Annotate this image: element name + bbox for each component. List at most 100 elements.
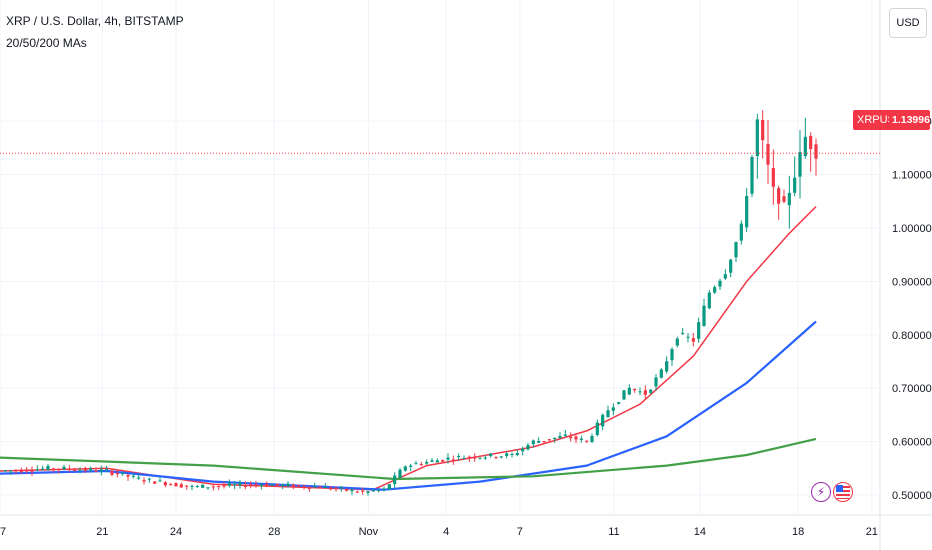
- candle: [526, 442, 530, 451]
- candle: [606, 405, 610, 418]
- candle: [169, 483, 173, 486]
- candle: [206, 487, 210, 490]
- candle: [131, 473, 135, 479]
- candle: [67, 465, 71, 473]
- candle: [393, 472, 397, 488]
- currency-button[interactable]: USD: [889, 8, 927, 38]
- candle: [41, 465, 45, 471]
- candle: [809, 132, 813, 172]
- ma50-line: [0, 320, 817, 491]
- candle: [510, 452, 514, 458]
- candle: [46, 464, 50, 471]
- candle: [691, 333, 695, 347]
- y-tick-label: 0.80000: [892, 330, 932, 342]
- last-price-tag: 1.13996: [889, 110, 930, 130]
- us-flag-icon[interactable]: [833, 482, 853, 502]
- candle: [281, 483, 285, 490]
- candle: [793, 156, 797, 197]
- candle: [521, 446, 525, 456]
- candle: [382, 486, 386, 492]
- y-tick-label: 0.70000: [892, 383, 932, 395]
- candle: [435, 458, 439, 463]
- candle: [638, 387, 642, 396]
- candle: [649, 388, 653, 395]
- candle: [297, 484, 301, 487]
- candle: [537, 437, 541, 444]
- ma200-line: [0, 437, 817, 481]
- lightning-icon[interactable]: ⚡: [811, 482, 831, 502]
- candle: [590, 433, 594, 444]
- candle: [595, 419, 599, 437]
- candle: [547, 439, 551, 443]
- candle: [51, 467, 55, 473]
- candle: [654, 374, 658, 391]
- candle: [563, 429, 567, 437]
- candle: [729, 258, 733, 278]
- x-tick-label: Nov: [359, 526, 379, 538]
- candle: [782, 189, 786, 204]
- x-tick-label: 21: [866, 526, 878, 538]
- candle: [147, 477, 151, 483]
- candle: [222, 481, 226, 489]
- candles: [3, 110, 818, 496]
- candle: [19, 467, 23, 474]
- candle: [579, 435, 583, 443]
- y-tick-label: 0.50000: [892, 490, 932, 502]
- candle: [350, 487, 354, 496]
- price-axis[interactable]: 1.200001.100001.000000.900000.800000.700…: [892, 116, 932, 502]
- candle: [361, 487, 365, 495]
- candle: [9, 470, 13, 475]
- candle: [339, 485, 343, 492]
- candle: [681, 328, 685, 335]
- candle: [126, 474, 130, 481]
- x-tick-label: 4: [443, 526, 449, 538]
- candle: [25, 466, 29, 474]
- candle: [718, 278, 722, 291]
- candle: [542, 441, 546, 444]
- candle: [446, 453, 450, 464]
- candle: [307, 486, 311, 492]
- candle: [345, 488, 349, 492]
- candle: [174, 482, 178, 487]
- candle: [238, 479, 242, 489]
- candle: [803, 117, 807, 159]
- x-tick-label: 18: [792, 526, 804, 538]
- candle: [99, 465, 103, 476]
- x-tick-label: 28: [268, 526, 280, 538]
- x-tick-label: 17: [0, 526, 6, 538]
- symbol-title[interactable]: XRP / U.S. Dollar, 4h, BITSTAMP: [6, 14, 184, 28]
- candle: [457, 453, 461, 461]
- candle: [409, 463, 413, 472]
- candle: [185, 485, 189, 490]
- candle: [659, 368, 663, 379]
- candle: [142, 477, 146, 485]
- candle: [227, 479, 231, 488]
- candle: [286, 481, 290, 488]
- candle: [313, 482, 317, 488]
- candle: [158, 476, 162, 482]
- candle: [110, 469, 114, 477]
- candle: [377, 489, 381, 493]
- candle: [243, 481, 247, 490]
- x-tick-label: 14: [694, 526, 706, 538]
- candle: [265, 481, 269, 488]
- candle: [318, 485, 322, 489]
- candle: [478, 457, 482, 460]
- candle: [355, 490, 359, 494]
- indicator-label[interactable]: 20/50/200 MAs: [6, 36, 87, 50]
- candle: [553, 437, 557, 443]
- candle: [211, 484, 215, 491]
- candle: [499, 455, 503, 459]
- candle: [30, 466, 34, 476]
- candle: [723, 269, 727, 280]
- y-tick-label: 1.00000: [892, 223, 932, 235]
- candle: [622, 390, 626, 400]
- time-axis[interactable]: 17 21 24 28 Nov 4 7 11 14 18 21: [0, 526, 878, 538]
- ma20-line: [0, 206, 817, 491]
- candle: [569, 432, 573, 442]
- candle: [94, 467, 98, 473]
- candle: [643, 385, 647, 399]
- candle: [270, 483, 274, 486]
- candle: [14, 468, 18, 475]
